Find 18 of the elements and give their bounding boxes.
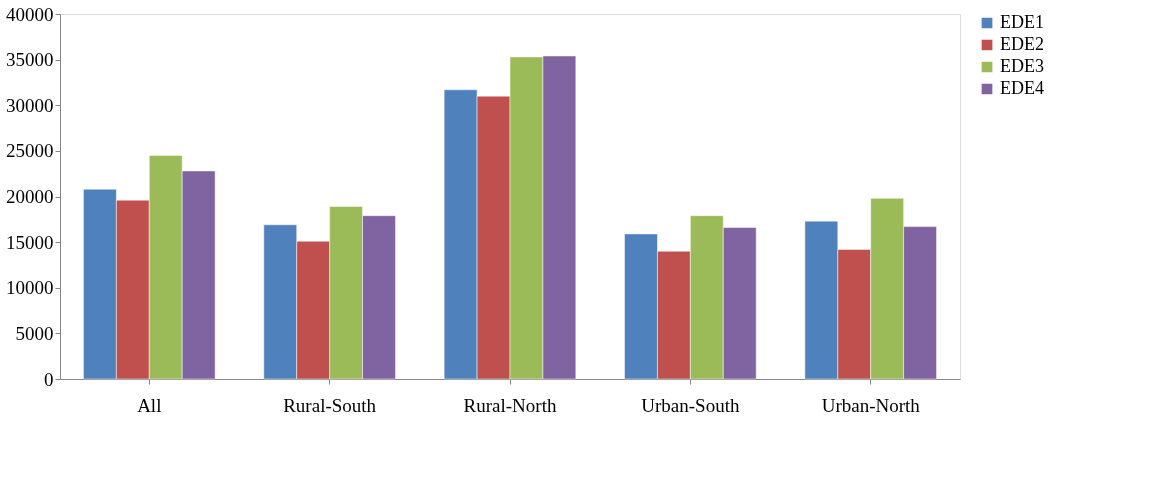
y-tick-label: 25000 [6, 140, 54, 162]
legend-label: EDE1 [1000, 12, 1044, 32]
x-tick-label: Rural-North [463, 394, 557, 416]
legend-label: EDE2 [1000, 34, 1044, 54]
y-tick-label: 10000 [6, 277, 54, 299]
x-tick-label: Urban-South [641, 394, 740, 416]
y-tick-label: 40000 [6, 3, 54, 25]
legend-label: EDE4 [1000, 78, 1044, 98]
x-tick-label: Rural-South [283, 394, 377, 416]
x-tick-label: All [137, 394, 162, 416]
y-tick-label: 20000 [6, 186, 54, 207]
y-tick-label: 30000 [6, 94, 54, 116]
y-tick-label: 0 [44, 368, 54, 390]
y-tick-label: 35000 [6, 49, 54, 71]
y-tick-label: 15000 [6, 231, 54, 253]
x-tick-label: Urban-North [821, 394, 921, 416]
legend-label: EDE3 [1000, 56, 1044, 76]
y-tick-label: 5000 [15, 322, 54, 344]
